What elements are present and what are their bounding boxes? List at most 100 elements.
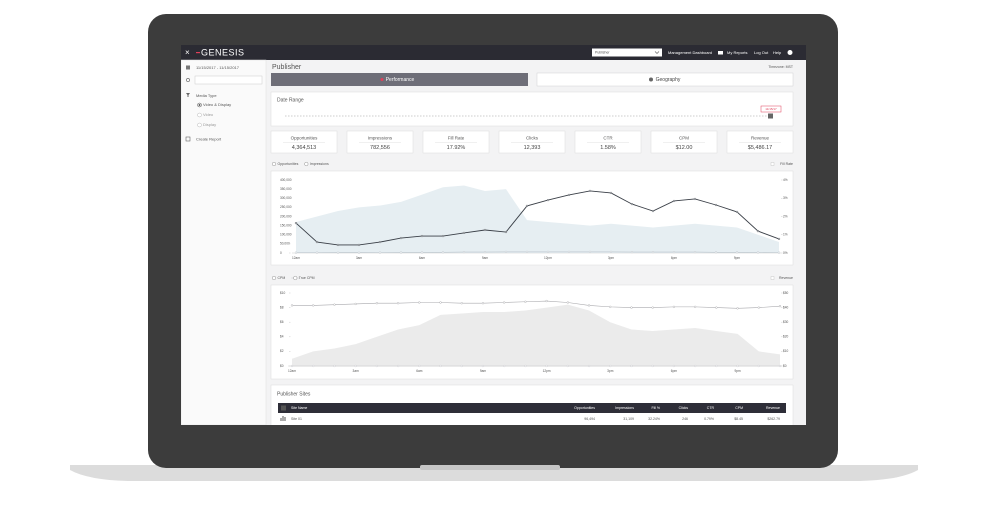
- search-input[interactable]: [194, 75, 263, 85]
- date-picker[interactable]: 11/15/2017 - 11/15/2017: [196, 65, 240, 70]
- point: [694, 364, 697, 368]
- y2-tick-label: $50: [783, 291, 789, 295]
- media-type-option[interactable]: Video & Display: [203, 102, 231, 107]
- column-header[interactable]: Opportunities: [574, 406, 595, 410]
- charts: 0 50,000 100,000 150,000 200,000 250,000 300,0…: [270, 161, 794, 380]
- column-header[interactable]: Clicks: [679, 406, 689, 410]
- point: [630, 202, 634, 206]
- point: [420, 234, 424, 238]
- point: [460, 364, 463, 368]
- table-title: Publisher Sites: [277, 391, 311, 397]
- laptop-base: [70, 465, 918, 481]
- create-report[interactable]: Create Report: [196, 136, 222, 141]
- point: [336, 251, 340, 254]
- point: [587, 364, 591, 368]
- point: [735, 210, 739, 214]
- kpi-value: 782,556: [370, 145, 390, 151]
- y-tick-label: $2: [280, 349, 284, 353]
- kpi-value: 12,393: [524, 145, 541, 151]
- point: [439, 301, 442, 304]
- point: [460, 302, 463, 305]
- x-tick-label: 6am: [416, 369, 423, 373]
- publisher-select[interactable]: [592, 48, 662, 57]
- kpi-value: $5,486.17: [748, 145, 772, 151]
- point: [694, 305, 697, 308]
- legend-radio[interactable]: [272, 161, 277, 166]
- tab-icon: [380, 78, 384, 81]
- point: [504, 250, 508, 254]
- y-tick-label: $8: [280, 305, 284, 309]
- point: [396, 302, 400, 305]
- tab-icon: [649, 77, 653, 82]
- legend-radio[interactable]: [304, 161, 309, 166]
- screen: × GENESIS Publisher Management Dashboard…: [181, 45, 806, 425]
- nav-link[interactable]: My Reports: [727, 50, 747, 55]
- x-tick-label: 6pm: [671, 369, 678, 373]
- point: [525, 250, 529, 254]
- logo-mark: [196, 52, 200, 54]
- point: [525, 204, 529, 208]
- nav-link[interactable]: Management Dashboard: [668, 50, 712, 55]
- kpi-card: [498, 130, 566, 154]
- tab[interactable]: [536, 72, 794, 87]
- point: [756, 229, 760, 233]
- close-button[interactable]: ×: [185, 48, 190, 57]
- x-tick-label: 12pm: [544, 256, 552, 260]
- column-header[interactable]: Revenue: [766, 406, 780, 410]
- y-tick-label: $4: [280, 335, 284, 339]
- y2-tick-label: $40: [783, 305, 789, 309]
- legend-radio[interactable]: [272, 276, 277, 281]
- x-tick-label: 9pm: [734, 369, 741, 373]
- legend-label[interactable]: Revenue: [779, 276, 793, 280]
- kpi-label: Opportunities: [291, 136, 319, 141]
- legend-checkbox[interactable]: [770, 162, 775, 166]
- slider-handle[interactable]: [768, 113, 773, 119]
- legend-radio[interactable]: [293, 276, 298, 281]
- point: [315, 251, 319, 254]
- column-header[interactable]: CPM: [735, 406, 743, 410]
- nav-link[interactable]: Log Out: [754, 50, 769, 55]
- media-type-option[interactable]: Display: [203, 122, 216, 127]
- media-type-option[interactable]: Video: [203, 112, 214, 117]
- point: [396, 364, 400, 368]
- legend-label[interactable]: Impressions: [310, 162, 329, 166]
- column-header[interactable]: CTR: [707, 406, 715, 410]
- legend-label[interactable]: True CPM: [299, 276, 315, 280]
- line: [296, 251, 780, 254]
- publisher-select-label: Publisher: [595, 51, 610, 55]
- date-range-panel: [270, 91, 794, 127]
- x-tick-label: 9pm: [734, 256, 741, 260]
- legend-label[interactable]: CPM: [278, 276, 286, 280]
- kpi-value: 17.92%: [447, 145, 466, 151]
- point: [503, 364, 506, 368]
- x-tick-label: 3pm: [608, 256, 615, 260]
- point: [651, 250, 655, 254]
- column-header[interactable]: Impressions: [615, 406, 634, 410]
- y-tick-label: $6: [280, 320, 284, 324]
- radio[interactable]: [197, 112, 202, 118]
- point: [524, 300, 527, 303]
- radio[interactable]: [197, 122, 202, 128]
- kpi-card: [270, 130, 338, 154]
- legend-checkbox[interactable]: [770, 276, 775, 280]
- point: [756, 251, 760, 254]
- point: [294, 251, 298, 254]
- x-tick-label: 12am: [288, 369, 296, 373]
- point: [378, 240, 382, 244]
- point: [504, 230, 508, 234]
- settings-icon[interactable]: [787, 50, 793, 55]
- row-icon: [280, 416, 286, 421]
- point: [399, 251, 403, 254]
- column-header[interactable]: Site Name: [291, 406, 307, 410]
- filter-icon: [186, 93, 190, 97]
- column-header[interactable]: Fill %: [651, 406, 660, 410]
- legend-label[interactable]: Opportunities: [278, 162, 299, 166]
- calendar-icon: [186, 65, 190, 70]
- nav-link[interactable]: Help: [773, 50, 782, 55]
- point: [375, 302, 378, 305]
- sidebar: [181, 59, 267, 425]
- tab-active[interactable]: [271, 73, 528, 86]
- legend-label[interactable]: Fill Rate: [780, 162, 793, 166]
- x-tick-label: 6am: [419, 256, 426, 260]
- chart: 0 50,000 100,000 150,000 200,000 250,000 300,0…: [270, 161, 794, 266]
